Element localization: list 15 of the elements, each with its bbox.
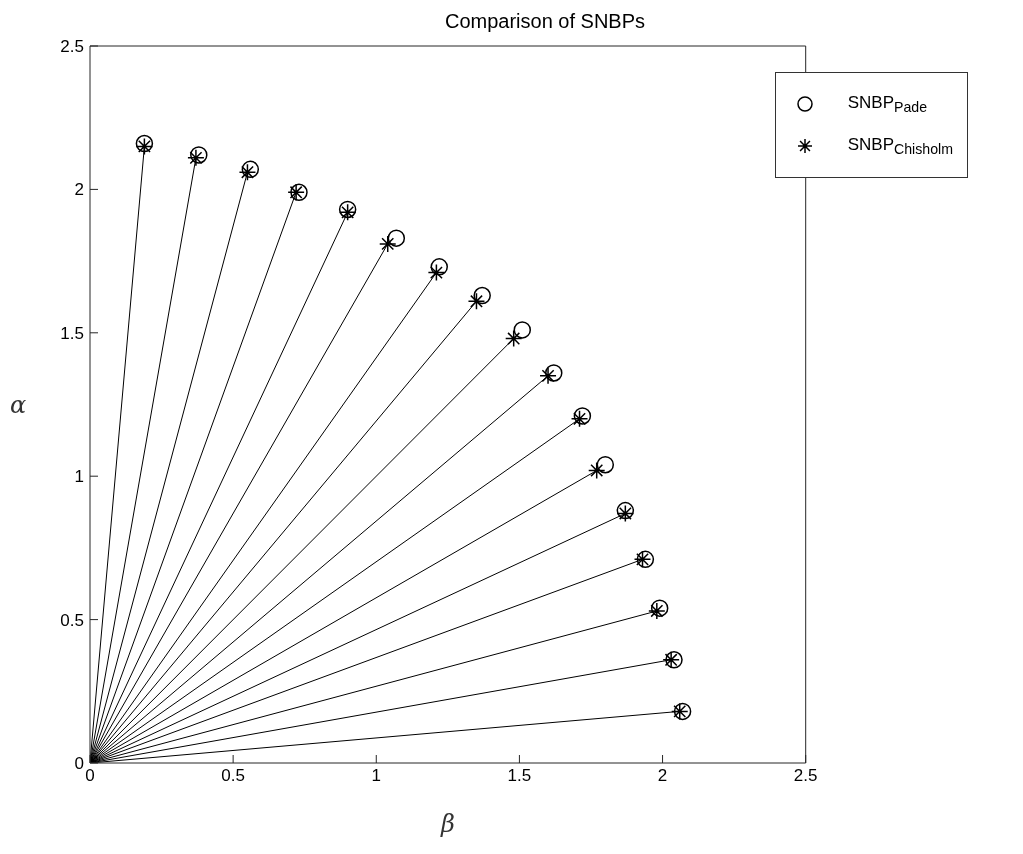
legend-label: SNBP$_{Chisholm}$ bbox=[847, 134, 953, 158]
chart-title: Comparison of SNBPs bbox=[443, 10, 647, 33]
y-tick-label: 1 bbox=[74, 467, 84, 487]
y-tick-label: 2.5 bbox=[60, 37, 84, 57]
x-tick-label: 2.5 bbox=[793, 766, 818, 786]
x-tick-label: 2 bbox=[657, 766, 668, 786]
x-tick-label: 1 bbox=[371, 766, 382, 786]
y-axis-title: α bbox=[10, 391, 27, 420]
x-tick-label: 0.5 bbox=[221, 766, 245, 786]
y-tick-label: 1.5 bbox=[60, 323, 84, 343]
x-tick-label: 1.5 bbox=[507, 766, 532, 786]
x-axis-title: β bbox=[439, 810, 455, 838]
legend-label: SNBP$_{Pade}$ bbox=[847, 92, 928, 116]
y-tick-label: 0.5 bbox=[60, 610, 84, 630]
y-tick-label: 2 bbox=[74, 180, 84, 200]
